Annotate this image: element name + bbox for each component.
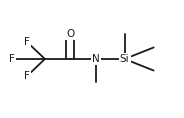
Text: O: O (66, 29, 74, 39)
Text: F: F (9, 54, 15, 64)
Text: Si: Si (120, 54, 129, 64)
Text: N: N (92, 54, 100, 64)
Text: F: F (24, 37, 30, 47)
Text: F: F (24, 71, 30, 81)
